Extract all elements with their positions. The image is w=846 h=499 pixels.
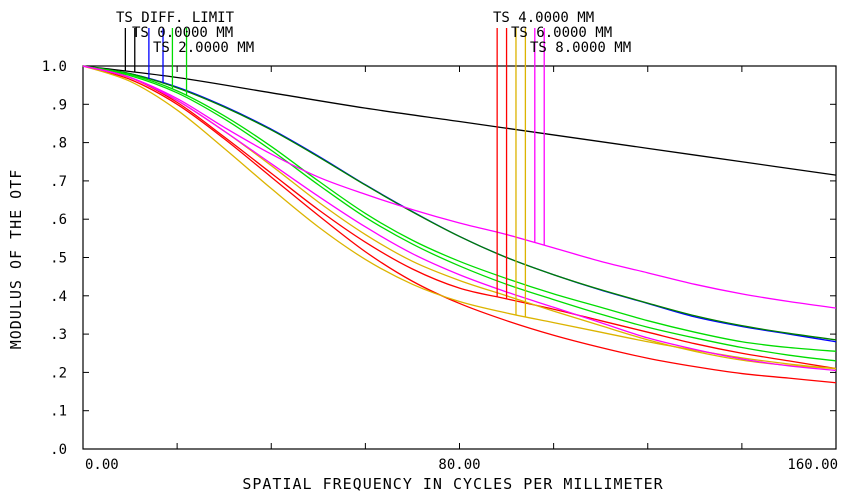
legend-markers [124,28,545,317]
series-layer [82,65,837,384]
y-tick-label: .8 [50,136,67,152]
y-tick-label: .4 [50,289,67,305]
x-axis-title: SPATIAL FREQUENCY IN CYCLES PER MILLIMET… [242,475,663,493]
series-line-0 [82,65,837,176]
y-tick-label: .3 [50,327,67,343]
y-tick-label: .1 [50,404,67,420]
y-tick-label: .2 [50,365,67,381]
legend-label: TS 0.0000 MM [132,25,233,41]
plot-area: 1.0 .9 .8 .7 .6 .5 .4 .3 .2 .1 .0 0.00 80.00 160.00 [42,59,838,473]
legend-label: TS 2.0000 MM [153,40,254,56]
y-tick-label: .6 [50,212,67,228]
legend-label: TS DIFF. LIMIT [116,10,235,26]
y-axis-title: MODULUS OF THE OTF [7,169,25,350]
series-line-10 [82,65,837,372]
series-line-2 [82,65,837,341]
series-line-6 [82,65,837,384]
legend-label: TS 8.0000 MM [530,40,631,56]
y-tick-label: .5 [50,251,67,267]
legend-label: TS 6.0000 MM [511,25,612,41]
x-tick-label: 160.00 [787,457,838,473]
series-line-9 [82,65,837,309]
y-tick-label: .9 [50,97,67,113]
series-line-3 [82,65,837,352]
series-line-5 [82,65,837,370]
series-line-1 [82,65,837,343]
series-line-4 [82,65,837,362]
x-tick-label: 0.00 [85,457,119,473]
y-tick-label: .0 [50,442,67,458]
x-tick-label: 80.00 [438,457,480,473]
y-tick-label: 1.0 [42,59,67,75]
legend-label: TS 4.0000 MM [493,10,594,26]
y-tick-label: .7 [50,174,67,190]
plot-frame [82,65,837,450]
